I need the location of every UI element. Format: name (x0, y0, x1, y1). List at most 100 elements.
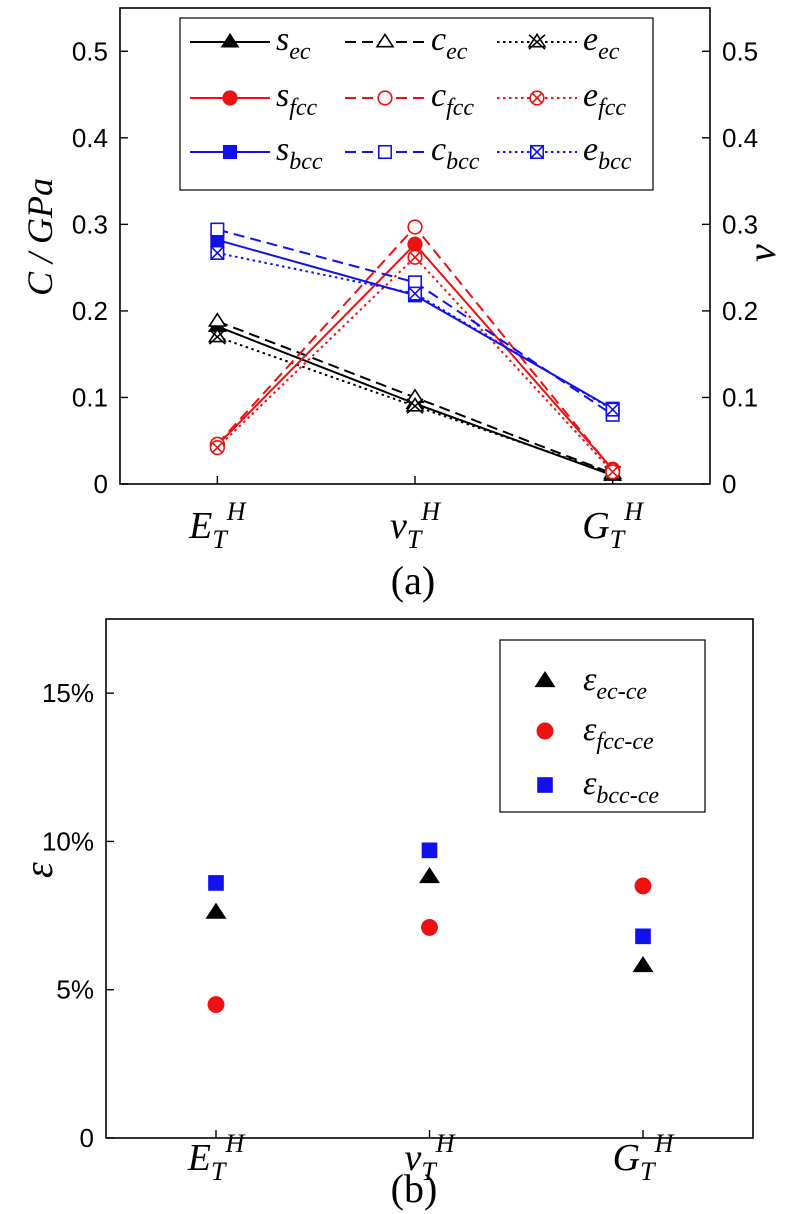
panel-a: 0 00.1 0.10.2 0.20.3 0.30.4 0.40.5 0.5 ETH vTH G… (20, 7, 784, 603)
legend-label-eps-bcc-ce: εbcc-ce (583, 765, 659, 809)
y-ticks-a: 0 0 0.1 0.1 0.2 0.2 0.3 0.3 0.4 0.4 0.5 0.5 (72, 36, 758, 499)
legend-marker-c-fcc-shape (377, 90, 393, 106)
legend-label-eps-fcc-ce: εfcc-ce (583, 711, 654, 755)
point-e-bcc-1-cross-2 (408, 286, 422, 301)
point-e-ec-1-cross-2 (406, 398, 424, 414)
x-category-label-b-0-base: E (187, 1137, 211, 1179)
x-category-label-b-0-sup: H (224, 1129, 245, 1158)
x-category-label-a-1: vTH (390, 497, 441, 554)
legend-label-s-fcc: sfcc (276, 77, 318, 121)
legend-label-eps-fcc-ce-sub: fcc-ce (596, 729, 654, 755)
panel-label-a: (a) (391, 558, 435, 603)
legend-label-eps-ec-ce-name: ε (583, 661, 597, 698)
legend-marker-e-ec (527, 32, 547, 50)
point-e-fcc-1-cross-2 (409, 251, 421, 263)
legend-marker-eps-fcc-ce-shape (536, 722, 554, 740)
legend-label-eps-bcc-ce-name: ε (583, 765, 597, 802)
point-eps-bcc-ce-1-shape (421, 842, 438, 859)
y-tick-label-right-5: 0.5 (722, 36, 758, 66)
y-tick-label-left-0: 0 (94, 469, 108, 499)
point-e-bcc-1 (407, 286, 423, 301)
legend-marker-e-fcc-cross-2 (531, 92, 543, 104)
x-category-label-b-1-sup: H (435, 1129, 456, 1158)
point-e-bcc-2-cross-2 (605, 402, 620, 417)
x-category-label-a-0-sup: H (226, 497, 247, 526)
series-group-b (205, 842, 654, 1013)
x-category-label-a-0-sub: T (212, 525, 228, 554)
x-category-label-a-0-base: E (188, 505, 212, 547)
legend-label-c-bcc-name: c (431, 131, 446, 168)
legend-label-e-bcc: ebcc (583, 131, 632, 175)
y-ticks-b: 0 5% 10% 15% (42, 678, 114, 1153)
point-eps-bcc-ce-2 (635, 928, 651, 945)
series-line-e-bcc (217, 251, 614, 411)
x-category-label-a-2: GTH (582, 497, 644, 554)
point-eps-fcc-ce-2 (634, 877, 652, 895)
legend-marker-s-ec-shape (220, 32, 240, 48)
x-category-label-a-2-base: G (582, 505, 609, 547)
y-tick-label-b-3: 15% (42, 678, 94, 708)
point-e-fcc-2 (605, 464, 621, 480)
legend-label-s-ec-name: s (276, 21, 289, 58)
x-category-label-a-1-base: v (390, 505, 407, 547)
legend-marker-e-bcc (529, 144, 545, 160)
y-axis-label-b: ε (16, 862, 61, 878)
point-s-fcc-1 (407, 236, 423, 252)
legend-marker-s-bcc (222, 144, 238, 160)
point-e-bcc-2 (605, 402, 620, 417)
x-category-label-a-1-sub: T (407, 525, 423, 554)
legend-marker-eps-bcc-ce (537, 777, 553, 793)
point-eps-bcc-ce-0-shape (208, 875, 224, 891)
legend-marker-c-ec (375, 32, 395, 48)
legend-label-e-bcc-sub: bcc (598, 149, 632, 175)
point-eps-ec-ce-2 (632, 955, 654, 973)
legend-label-c-bcc: cbcc (431, 131, 480, 175)
x-category-label-b-1: vTH (404, 1129, 455, 1186)
y-tick-label-right-3: 0.3 (722, 209, 758, 239)
point-e-ec-1-shape (405, 397, 425, 412)
legend-label-e-fcc-name: e (583, 77, 598, 114)
point-eps-ec-ce-1 (419, 866, 440, 884)
series-group-a (207, 219, 623, 482)
y-tick-label-b-0: 0 (80, 1123, 94, 1153)
legend-label-s-fcc-sub: fcc (289, 95, 317, 121)
point-eps-fcc-ce-1 (421, 918, 438, 936)
point-e-fcc-2-cross-2 (607, 466, 619, 478)
y-tick-label-b-1: 5% (56, 975, 94, 1005)
legend-label-eps-ec-ce-sub: ec-ce (596, 679, 647, 705)
legend-marker-eps-ec-ce-shape (534, 670, 556, 688)
point-c-bcc-0 (210, 222, 225, 237)
legend-label-e-ec: eec (583, 21, 620, 65)
point-c-fcc-1-shape (407, 219, 423, 235)
point-eps-fcc-ce-0-shape (207, 996, 225, 1013)
point-eps-bcc-ce-2-shape (635, 928, 651, 945)
point-e-bcc-0-cross-2 (210, 246, 225, 260)
y-tick-label-left-1: 0.1 (72, 382, 108, 412)
legend-label-eps-fcc-ce-name: ε (583, 711, 597, 748)
legend-label-c-fcc-name: c (431, 77, 446, 114)
y-tick-label-left-4: 0.4 (72, 123, 108, 153)
y-tick-label-left-5: 0.5 (72, 36, 108, 66)
point-c-ec-0-shape (207, 312, 227, 327)
legend-marker-eps-ec-ce (534, 670, 556, 688)
legend-label-c-ec-sub: ec (446, 39, 468, 65)
x-category-label-a-1-sup: H (420, 497, 441, 526)
x-category-label-b-0: ETH (187, 1129, 246, 1186)
x-category-label-b-2-sup: H (654, 1129, 675, 1158)
point-e-ec-0-cross-2 (208, 329, 226, 345)
point-eps-bcc-ce-0 (208, 875, 224, 891)
legend-frame-b (499, 639, 706, 813)
legend-label-e-fcc-sub: fcc (598, 95, 626, 121)
point-e-fcc-0 (209, 440, 225, 456)
panel-b: 05%10%15% ETH vTH GTH ε εec-ceεfcc-ceεbcc-… (16, 618, 754, 1211)
legend-label-c-fcc: cfcc (431, 77, 474, 121)
point-eps-fcc-ce-2-shape (634, 877, 652, 895)
legend-frame-a (179, 17, 654, 191)
legend-marker-s-fcc-shape (222, 90, 238, 106)
point-c-bcc-0-shape (210, 222, 225, 237)
legend-marker-c-bcc-shape (377, 144, 393, 160)
y-tick-label-right-4: 0.4 (722, 123, 758, 153)
point-e-ec-1 (405, 397, 425, 414)
